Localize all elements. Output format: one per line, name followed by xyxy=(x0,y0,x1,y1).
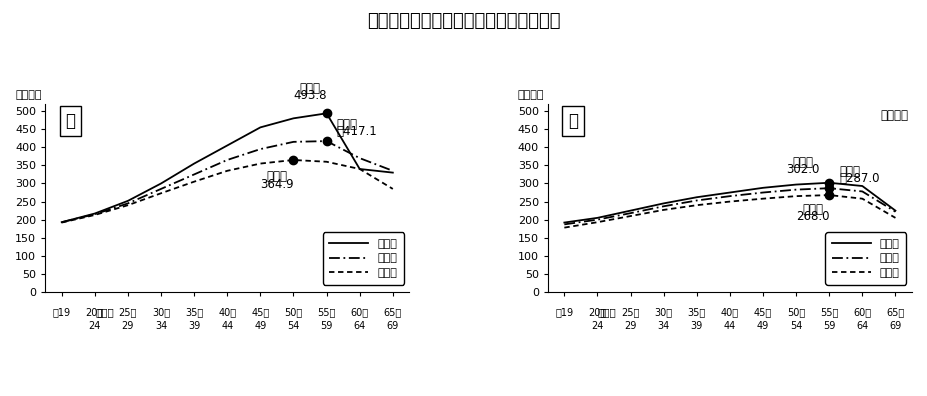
Text: 50～: 50～ xyxy=(787,307,806,317)
Text: 34: 34 xyxy=(657,321,670,331)
Text: 30～: 30～ xyxy=(654,307,673,317)
Text: 45～: 45～ xyxy=(754,307,772,317)
Text: 302.0: 302.0 xyxy=(786,163,819,176)
Text: （歳）: （歳） xyxy=(95,307,114,317)
Text: 64: 64 xyxy=(857,321,869,331)
Text: 49: 49 xyxy=(254,321,266,331)
Text: （千円）: （千円） xyxy=(517,90,544,100)
Text: 64: 64 xyxy=(353,321,366,331)
Text: 45～: 45～ xyxy=(251,307,270,317)
Text: （千円）: （千円） xyxy=(15,90,42,100)
Text: （歳）: （歳） xyxy=(598,307,616,317)
Text: 小企業: 小企業 xyxy=(266,170,287,183)
Text: 50～: 50～ xyxy=(285,307,302,317)
Text: 35～: 35～ xyxy=(185,307,203,317)
Text: 268.0: 268.0 xyxy=(796,210,830,223)
Text: 65～: 65～ xyxy=(384,307,402,317)
Text: 493.8: 493.8 xyxy=(293,89,327,103)
Text: 女: 女 xyxy=(568,112,578,130)
Text: 39: 39 xyxy=(188,321,200,331)
Text: 60～: 60～ xyxy=(350,307,369,317)
Text: ～19: ～19 xyxy=(555,307,574,317)
Text: 60～: 60～ xyxy=(853,307,871,317)
Legend: 大企業, 中企業, 小企業: 大企業, 中企業, 小企業 xyxy=(825,232,907,285)
Text: 24: 24 xyxy=(89,321,101,331)
Text: 25～: 25～ xyxy=(119,307,137,317)
Text: 54: 54 xyxy=(287,321,299,331)
Text: 中企業: 中企業 xyxy=(839,165,860,178)
Text: 59: 59 xyxy=(321,321,333,331)
Text: 44: 44 xyxy=(724,321,736,331)
Text: 29: 29 xyxy=(121,321,134,331)
Text: 54: 54 xyxy=(790,321,802,331)
Text: 69: 69 xyxy=(387,321,399,331)
Text: 大企業: 大企業 xyxy=(299,82,321,95)
Text: 24: 24 xyxy=(591,321,603,331)
Text: 大企業: 大企業 xyxy=(793,156,813,169)
Text: 中企業: 中企業 xyxy=(337,118,358,131)
Text: －287.0: －287.0 xyxy=(839,172,880,185)
Text: 30～: 30～ xyxy=(152,307,170,317)
Text: 34: 34 xyxy=(155,321,167,331)
Text: 40～: 40～ xyxy=(218,307,236,317)
Text: 44: 44 xyxy=(222,321,234,331)
Text: 男: 男 xyxy=(66,112,76,130)
Text: 49: 49 xyxy=(756,321,769,331)
Text: 第４図　企業規模、性、年齢階級別賃金: 第４図 企業規模、性、年齢階級別賃金 xyxy=(367,12,560,30)
Text: 29: 29 xyxy=(625,321,637,331)
Text: 35～: 35～ xyxy=(688,307,705,317)
Text: 令和５年: 令和５年 xyxy=(881,110,908,122)
Text: 65～: 65～ xyxy=(886,307,905,317)
Text: 55～: 55～ xyxy=(820,307,838,317)
Text: 小企業: 小企業 xyxy=(802,203,823,216)
Text: 25～: 25～ xyxy=(621,307,640,317)
Text: 20～: 20～ xyxy=(589,307,606,317)
Text: 364.9: 364.9 xyxy=(260,178,294,191)
Text: 69: 69 xyxy=(889,321,902,331)
Text: 20～: 20～ xyxy=(85,307,104,317)
Text: ～19: ～19 xyxy=(53,307,70,317)
Text: 55～: 55～ xyxy=(317,307,336,317)
Text: 59: 59 xyxy=(823,321,835,331)
Legend: 大企業, 中企業, 小企業: 大企業, 中企業, 小企業 xyxy=(323,232,404,285)
Text: 39: 39 xyxy=(691,321,703,331)
Text: －417.1: －417.1 xyxy=(337,125,377,138)
Text: 40～: 40～ xyxy=(721,307,739,317)
